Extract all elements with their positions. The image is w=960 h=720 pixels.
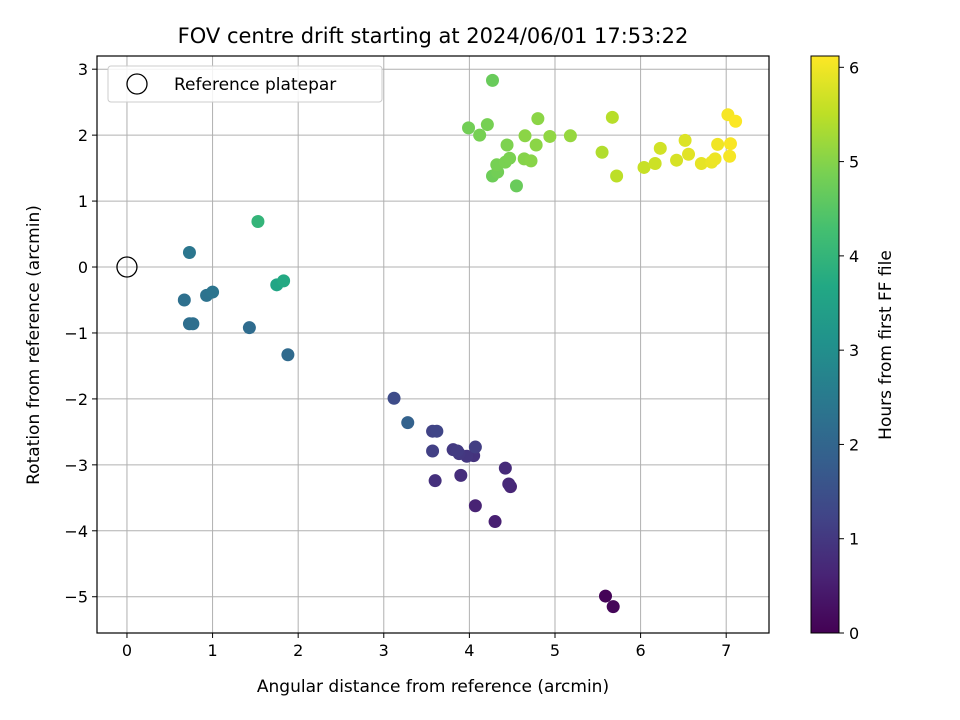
- data-point: [468, 440, 482, 454]
- colorbar-tick-label: 5: [849, 153, 859, 172]
- y-tick-label: 1: [78, 192, 88, 211]
- data-point: [473, 128, 487, 142]
- y-tick-label: −5: [64, 588, 88, 607]
- data-point: [531, 112, 545, 126]
- data-point: [711, 137, 725, 151]
- data-point: [670, 153, 684, 167]
- data-point: [694, 156, 708, 170]
- data-point: [206, 285, 220, 299]
- colorbar-ticks: 0 1 2 3 4 5 6: [839, 58, 859, 643]
- grid: [97, 56, 769, 633]
- data-point: [426, 444, 440, 458]
- colorbar: [810, 55, 840, 634]
- data-point: [682, 147, 696, 161]
- x-tick-label: 0: [122, 641, 132, 660]
- data-point: [428, 474, 442, 488]
- data-point: [723, 137, 737, 151]
- data-point: [653, 141, 667, 155]
- colorbar-tick-label: 4: [849, 247, 859, 266]
- data-point: [606, 600, 620, 614]
- legend: Reference platepar: [107, 65, 383, 103]
- data-point: [524, 154, 538, 168]
- y-tick-label: −1: [64, 324, 88, 343]
- data-point: [500, 138, 514, 152]
- data-point: [485, 73, 499, 87]
- data-point: [509, 179, 523, 193]
- legend-box: [107, 65, 383, 103]
- data-point: [518, 129, 532, 143]
- data-point: [387, 391, 401, 405]
- x-tick-label: 4: [464, 641, 474, 660]
- colorbar-label: Hours from first FF file: [876, 250, 896, 440]
- x-tick-label: 2: [293, 641, 303, 660]
- x-axis-label: Angular distance from reference (arcmin): [257, 677, 609, 697]
- data-point: [678, 133, 692, 147]
- y-tick-label: −3: [64, 456, 88, 475]
- data-point: [498, 461, 512, 475]
- x-tick-label: 1: [207, 641, 217, 660]
- colorbar-tick-label: 0: [849, 624, 859, 643]
- data-point: [251, 215, 265, 229]
- data-point: [595, 145, 609, 159]
- data-point: [563, 129, 577, 143]
- data-point: [242, 321, 256, 335]
- y-tick-label: 2: [78, 126, 88, 145]
- x-tick-label: 7: [721, 641, 731, 660]
- legend-reference-marker: [126, 73, 148, 95]
- data-point: [529, 138, 543, 152]
- data-point: [708, 152, 722, 166]
- y-tick-label: 3: [78, 60, 88, 79]
- y-axis-ticks: −5 −4 −3 −2 −1 0 1 2 3: [64, 60, 97, 607]
- x-axis-ticks: 0 1 2 3 4 5 6 7: [122, 633, 731, 660]
- data-point: [454, 468, 468, 482]
- reference-marker: [116, 256, 138, 278]
- data-point: [729, 114, 743, 128]
- data-points: [177, 73, 743, 614]
- data-point: [430, 424, 444, 438]
- colorbar-tick-label: 6: [849, 58, 859, 77]
- data-point: [543, 129, 557, 143]
- data-point: [462, 121, 476, 135]
- data-point: [281, 348, 295, 362]
- data-point: [648, 156, 662, 170]
- data-point: [488, 515, 502, 529]
- colorbar-tick-label: 1: [849, 530, 859, 549]
- x-tick-label: 5: [550, 641, 560, 660]
- data-point: [637, 160, 651, 174]
- chart-title: FOV centre drift starting at 2024/06/01 …: [178, 24, 689, 48]
- x-tick-label: 6: [635, 641, 645, 660]
- data-point: [182, 246, 196, 260]
- y-tick-label: −4: [64, 522, 88, 541]
- data-point: [610, 169, 624, 183]
- y-tick-label: 0: [78, 258, 88, 277]
- data-point: [468, 499, 482, 513]
- data-point: [502, 477, 516, 491]
- data-point: [598, 589, 612, 603]
- y-tick-label: −2: [64, 390, 88, 409]
- x-tick-label: 3: [379, 641, 389, 660]
- data-point: [277, 274, 291, 288]
- data-point: [401, 416, 415, 430]
- data-point: [723, 149, 737, 163]
- data-point: [605, 110, 619, 124]
- data-point: [480, 118, 494, 132]
- data-point: [503, 151, 517, 165]
- legend-label: Reference platepar: [174, 75, 336, 95]
- data-point: [177, 293, 191, 307]
- colorbar-tick-label: 2: [849, 435, 859, 454]
- plot-frame: [96, 55, 770, 634]
- data-point: [450, 444, 464, 458]
- colorbar-tick-label: 3: [849, 341, 859, 360]
- plot-background: [97, 56, 769, 633]
- data-point: [186, 317, 200, 331]
- reference-platepar-marker: [116, 256, 138, 278]
- y-axis-label: Rotation from reference (arcmin): [24, 205, 44, 485]
